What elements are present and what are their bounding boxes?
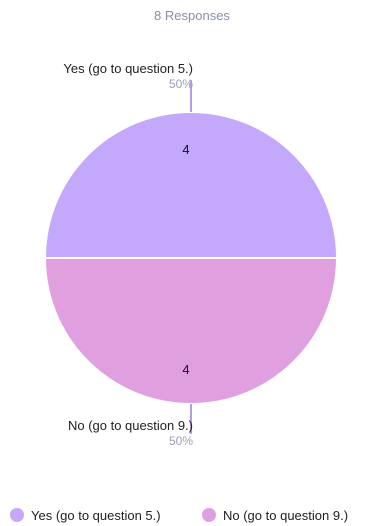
pie-slices [43,111,339,405]
callout-percent-no: 50% [169,434,193,448]
callout-label-no: No (go to question 9.) [68,418,193,433]
legend-label-no: No (go to question 9.) [223,508,348,523]
data-label-yes: 4 [182,142,189,157]
legend-swatch-no [202,508,216,522]
data-label-no: 4 [182,362,189,377]
chart-subtitle: 8 Responses [154,8,230,23]
callout-percent-yes: 50% [169,77,193,91]
pie-slice-no [43,257,339,405]
pie-slice-yes [43,111,339,259]
legend-swatch-yes [10,508,24,522]
legend-label-yes: Yes (go to question 5.) [31,508,161,523]
callout-label-yes: Yes (go to question 5.) [63,61,193,76]
legend: Yes (go to question 5.) No (go to questi… [10,508,348,523]
